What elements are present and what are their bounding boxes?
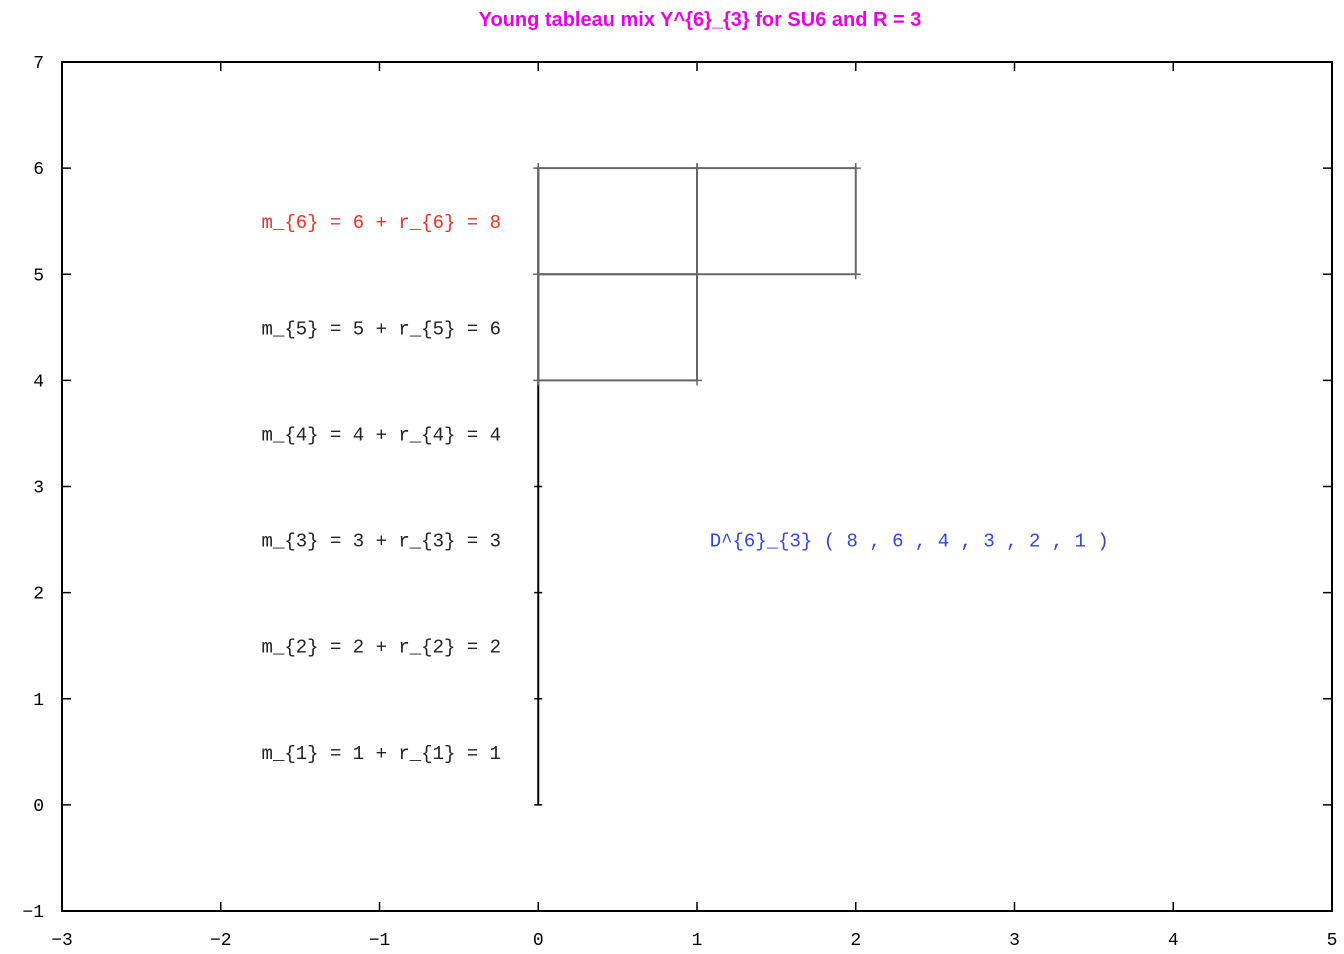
x-tick-label: 4: [1168, 931, 1179, 951]
y-tick-label: 6: [33, 160, 44, 180]
x-tick-label: 1: [692, 931, 703, 951]
y-tick-label: 4: [33, 372, 44, 392]
x-tick-label: −2: [210, 931, 232, 951]
equation-label: m_{1} = 1 + r_{1} = 1: [262, 743, 501, 765]
x-tick-label: −3: [51, 931, 73, 951]
x-tick-label: −1: [369, 931, 391, 951]
x-tick-label: 0: [533, 931, 544, 951]
y-tick-label: 5: [33, 266, 44, 286]
dimension-label: D^{6}_{3} ( 8 , 6 , 4 , 3 , 2 , 1 ): [710, 531, 1109, 553]
y-tick-label: 7: [33, 54, 44, 74]
tableau-box: [696, 167, 857, 276]
y-tick-label: 3: [33, 479, 44, 499]
y-tick-label: 2: [33, 585, 44, 605]
tableau-box: [537, 167, 698, 276]
equation-label: m_{3} = 3 + r_{3} = 3: [262, 531, 501, 553]
y-tick-label: −1: [22, 903, 44, 923]
tableau-box: [537, 273, 698, 382]
x-tick-label: 5: [1327, 931, 1338, 951]
equation-label: m_{2} = 2 + r_{2} = 2: [262, 637, 501, 659]
plot-title: Young tableau mix Y^{6}_{3} for SU6 and …: [479, 9, 922, 31]
equation-layer: m_{6} = 6 + r_{6} = 8 m_{5} = 5 + r_{5} =…: [262, 212, 1109, 765]
equation-label: m_{6} = 6 + r_{6} = 8: [262, 212, 501, 234]
equation-label: m_{5} = 5 + r_{5} = 6: [262, 318, 501, 340]
x-tick-label: 2: [850, 931, 861, 951]
y-tick-label: 1: [33, 691, 44, 711]
equation-label: m_{4} = 4 + r_{4} = 4: [262, 424, 501, 446]
axis-ticks: −3 −2 −1 0 1 2 3 4 5 −1 0 1 2 3 4 5 6 7: [22, 54, 1337, 951]
y-tick-label: 0: [33, 797, 44, 817]
tableau-layer: [533, 163, 861, 806]
x-tick-label: 3: [1009, 931, 1020, 951]
